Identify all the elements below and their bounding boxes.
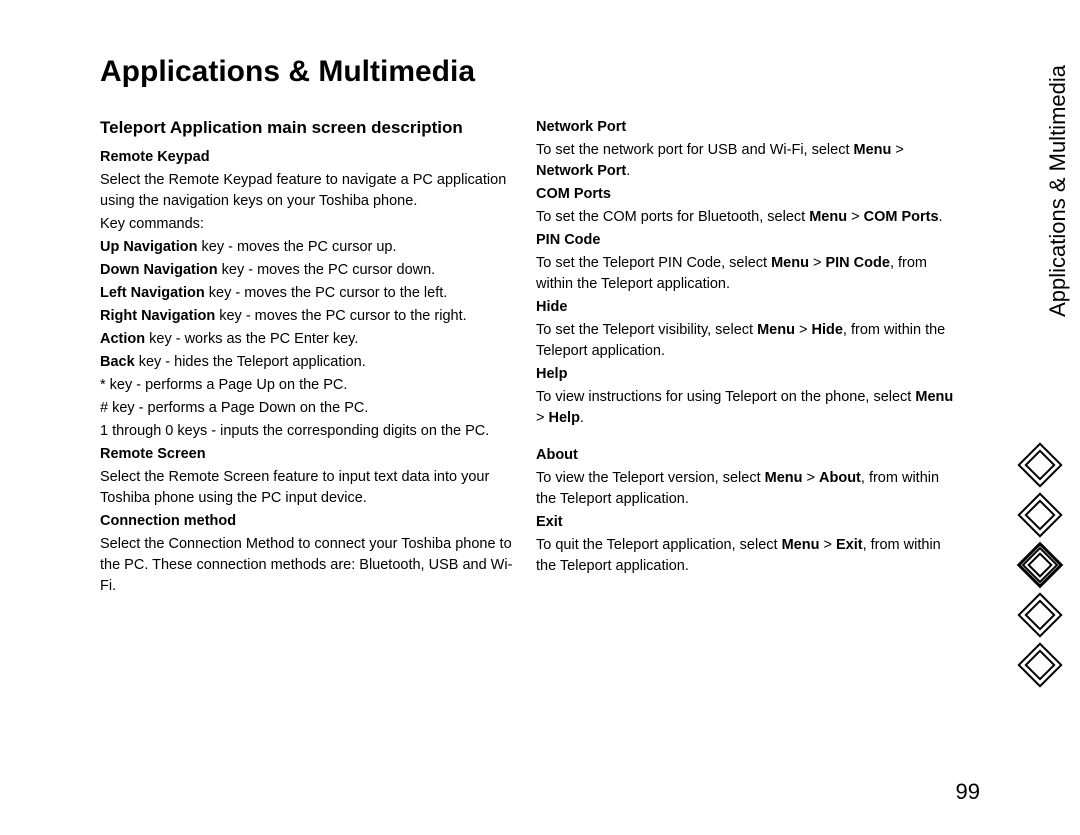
decorative-diamond-icon — [1010, 440, 1070, 705]
body-text: Select the Remote Screen feature to inpu… — [100, 467, 518, 509]
body-text: * key - performs a Page Up on the PC. — [100, 375, 518, 396]
page-number: 99 — [956, 779, 980, 805]
subheading-network-port: Network Port — [536, 117, 954, 138]
key-command: Action key - works as the PC Enter key. — [100, 329, 518, 350]
two-column-layout: Teleport Application main screen descrip… — [100, 117, 980, 599]
body-text: To view the Teleport version, select Men… — [536, 468, 954, 510]
left-column: Teleport Application main screen descrip… — [100, 117, 518, 599]
subheading-connection-method: Connection method — [100, 511, 518, 532]
body-text: 1 through 0 keys - inputs the correspond… — [100, 421, 518, 442]
body-text: Select the Connection Method to connect … — [100, 534, 518, 597]
subheading-hide: Hide — [536, 297, 954, 318]
key-command: Up Navigation key - moves the PC cursor … — [100, 237, 518, 258]
subheading-pin-code: PIN Code — [536, 230, 954, 251]
body-text: To set the COM ports for Bluetooth, sele… — [536, 207, 954, 228]
key-command: Back key - hides the Teleport applicatio… — [100, 352, 518, 373]
subheading-help: Help — [536, 364, 954, 385]
body-text: # key - performs a Page Down on the PC. — [100, 398, 518, 419]
subheading-remote-screen: Remote Screen — [100, 444, 518, 465]
spacer — [536, 431, 954, 445]
page-title: Applications & Multimedia — [100, 55, 980, 89]
key-command: Right Navigation key - moves the PC curs… — [100, 306, 518, 327]
key-command: Down Navigation key - moves the PC curso… — [100, 260, 518, 281]
subheading-about: About — [536, 445, 954, 466]
subheading-remote-keypad: Remote Keypad — [100, 147, 518, 168]
key-command: Left Navigation key - moves the PC curso… — [100, 283, 518, 304]
body-text: To set the network port for USB and Wi-F… — [536, 140, 954, 182]
section-heading: Teleport Application main screen descrip… — [100, 117, 518, 139]
body-text: Select the Remote Keypad feature to navi… — [100, 170, 518, 212]
body-text: To quit the Teleport application, select… — [536, 535, 954, 577]
right-column: Network Port To set the network port for… — [536, 117, 954, 599]
body-text: To view instructions for using Teleport … — [536, 387, 954, 429]
side-tab-label: Applications & Multimedia — [1045, 65, 1071, 317]
body-text: Key commands: — [100, 214, 518, 235]
subheading-exit: Exit — [536, 512, 954, 533]
manual-page: Applications & Multimedia Teleport Appli… — [0, 0, 1080, 835]
body-text: To set the Teleport visibility, select M… — [536, 320, 954, 362]
subheading-com-ports: COM Ports — [536, 184, 954, 205]
body-text: To set the Teleport PIN Code, select Men… — [536, 253, 954, 295]
